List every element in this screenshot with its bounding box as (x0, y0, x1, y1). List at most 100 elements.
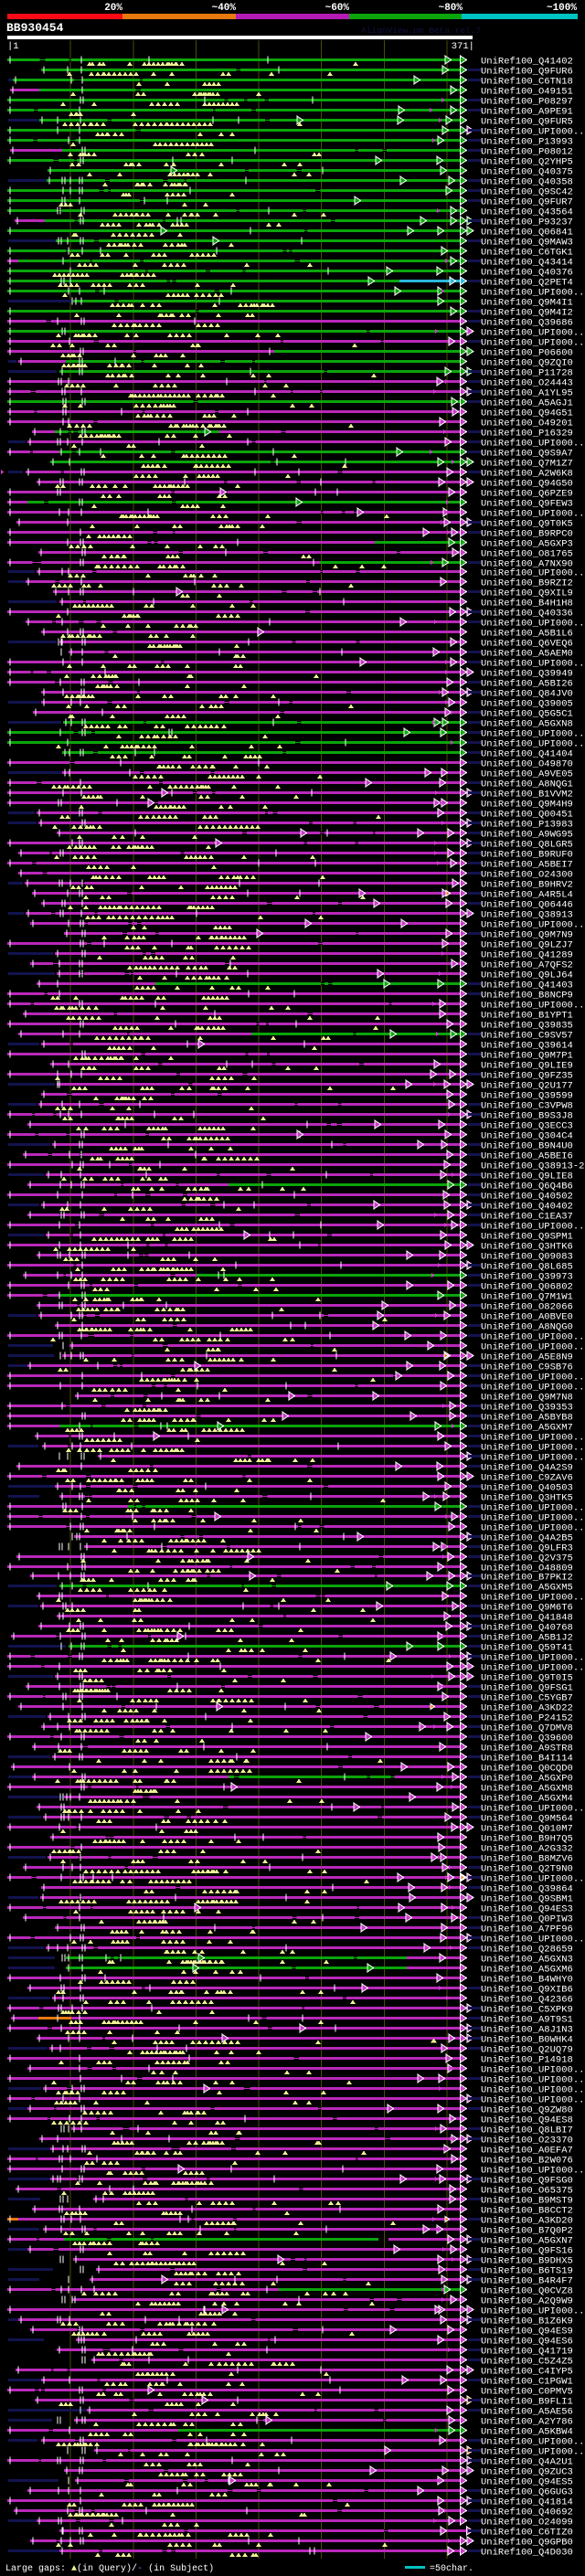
svg-text:UniRef100_Q94ES9: UniRef100_Q94ES9 (481, 2326, 573, 2337)
svg-text:UniRef100_P14918: UniRef100_P14918 (481, 2054, 573, 2065)
svg-text:UniRef100_B4I114: UniRef100_B4I114 (481, 1753, 573, 1764)
svg-text:UniRef100_Q40336: UniRef100_Q40336 (481, 608, 573, 619)
svg-text:UniRef100_B8MZV6: UniRef100_B8MZV6 (481, 1853, 573, 1864)
svg-text:UniRef100_Q2PET4: UniRef100_Q2PET4 (481, 277, 573, 288)
svg-text:UniRef100_Q6PZE9: UniRef100_Q6PZE9 (481, 488, 573, 499)
svg-text:UniRef100_Q9FZ35: UniRef100_Q9FZ35 (481, 1070, 573, 1081)
svg-text:UniRef100_Q9T0I5: UniRef100_Q9T0I5 (481, 1672, 573, 1683)
svg-text:UniRef100_Q9M4I1: UniRef100_Q9M4I1 (481, 297, 573, 308)
svg-text:UniRef100_Q41814: UniRef100_Q41814 (481, 2496, 573, 2507)
svg-text:UniRef100_C5Z4Z5: UniRef100_C5Z4Z5 (481, 2356, 573, 2367)
svg-text:UniRef100_Q2YHP5: UniRef100_Q2YHP5 (481, 156, 573, 167)
svg-text:UniRef100_A7NX90: UniRef100_A7NX90 (481, 558, 573, 569)
svg-text:UniRef100_Q41402: UniRef100_Q41402 (481, 56, 573, 67)
svg-text:UniRef100_UPI000..: UniRef100_UPI000.. (481, 1502, 584, 1513)
svg-text:UniRef100_Q8LGR5: UniRef100_Q8LGR5 (481, 839, 573, 850)
svg-text:UniRef100_B2W076: UniRef100_B2W076 (481, 2155, 573, 2166)
svg-text:UniRef100_B4H1H8: UniRef100_B4H1H8 (481, 598, 573, 609)
svg-text:UniRef100_A5GXP3: UniRef100_A5GXP3 (481, 538, 573, 549)
svg-text:UniRef100_UPI000..: UniRef100_UPI000.. (481, 1522, 584, 1533)
svg-text:UniRef100_P08297: UniRef100_P08297 (481, 96, 573, 107)
svg-text:UniRef100_Q9S9A7: UniRef100_Q9S9A7 (481, 448, 573, 459)
svg-text:UniRef100_UPI000..: UniRef100_UPI000.. (481, 738, 584, 749)
svg-text:UniRef100_Q00451: UniRef100_Q00451 (481, 809, 573, 820)
svg-text:UniRef100_UPI000..: UniRef100_UPI000.. (481, 1432, 584, 1443)
svg-text:UniRef100_UPI000..: UniRef100_UPI000.. (481, 1442, 584, 1453)
svg-text:UniRef100_UPI000..: UniRef100_UPI000.. (481, 508, 584, 519)
svg-text:UniRef100_UPI000..: UniRef100_UPI000.. (481, 2064, 584, 2075)
svg-text:UniRef100_B9FLI1: UniRef100_B9FLI1 (481, 2396, 573, 2407)
svg-text:UniRef100_Q40502: UniRef100_Q40502 (481, 1191, 573, 1202)
svg-text:UniRef100_A5BEI6: UniRef100_A5BEI6 (481, 1150, 573, 1161)
svg-text:UniRef100_C1EA37: UniRef100_C1EA37 (481, 1211, 573, 1222)
svg-text:UniRef100_Q7DMV8: UniRef100_Q7DMV8 (481, 1723, 573, 1733)
svg-text:UniRef100_A1YL95: UniRef100_A1YL95 (481, 387, 573, 398)
svg-text:UniRef100_UPI000..: UniRef100_UPI000.. (481, 1652, 584, 1663)
svg-text:UniRef100_O24443: UniRef100_O24443 (481, 377, 573, 388)
svg-text:UniRef100_UPI000..: UniRef100_UPI000.. (481, 2446, 584, 2457)
svg-text:UniRef100_O49201: UniRef100_O49201 (481, 418, 573, 429)
svg-text:UniRef100_Q06446: UniRef100_Q06446 (481, 899, 573, 910)
svg-text:UniRef100_Q9XIL9: UniRef100_Q9XIL9 (481, 588, 573, 599)
svg-text:UniRef100_C5YGB7: UniRef100_C5YGB7 (481, 1692, 573, 1703)
svg-text:UniRef100_A9PE91: UniRef100_A9PE91 (481, 106, 573, 117)
svg-text:UniRef100_Q9LIE8: UniRef100_Q9LIE8 (481, 1171, 573, 1182)
svg-text:BB930454: BB930454 (6, 21, 64, 35)
svg-text:UniRef100_P93237: UniRef100_P93237 (481, 217, 573, 228)
svg-text:UniRef100_A9VE05: UniRef100_A9VE05 (481, 769, 573, 779)
svg-text:UniRef100_Q9FUR5: UniRef100_Q9FUR5 (481, 116, 573, 127)
svg-text:UniRef100_Q40503: UniRef100_Q40503 (481, 1482, 573, 1493)
svg-text:UniRef100_A5GXP0: UniRef100_A5GXP0 (481, 1773, 573, 1784)
svg-text:UniRef100_O82066: UniRef100_O82066 (481, 1301, 573, 1312)
svg-text:UniRef100_B9N4U0: UniRef100_B9N4U0 (481, 1140, 573, 1151)
svg-text:UniRef100_A2Q9W9: UniRef100_A2Q9W9 (481, 2295, 573, 2306)
svg-text:UniRef100_Q39686: UniRef100_Q39686 (481, 317, 573, 328)
svg-text:UniRef100_Q94ES5: UniRef100_Q94ES5 (481, 2476, 573, 2487)
svg-text:UniRef100_UPI000..: UniRef100_UPI000.. (481, 2074, 584, 2085)
svg-text:UniRef100_A5GXM4: UniRef100_A5GXM4 (481, 1793, 573, 1804)
svg-text:UniRef100_Q2U177: UniRef100_Q2U177 (481, 1080, 573, 1091)
svg-text:UniRef100_A9WG95: UniRef100_A9WG95 (481, 829, 573, 840)
svg-text:UniRef100_Q4A2B5: UniRef100_Q4A2B5 (481, 1532, 573, 1543)
svg-text:UniRef100_Q2UQ79: UniRef100_Q2UQ79 (481, 2044, 573, 2055)
svg-text:UniRef100_Q5G5C1: UniRef100_Q5G5C1 (481, 708, 573, 719)
svg-text:UniRef100_Q9M7N8: UniRef100_Q9M7N8 (481, 1392, 573, 1403)
svg-text:UniRef100_B1VVM2: UniRef100_B1VVM2 (481, 789, 573, 800)
svg-text:UniRef100_A2W6K8: UniRef100_A2W6K8 (481, 468, 573, 479)
svg-text:UniRef100_Q94ES3: UniRef100_Q94ES3 (481, 1903, 573, 1914)
svg-text:UniRef100_Q0CQD0: UniRef100_Q0CQD0 (481, 1763, 573, 1774)
svg-text:UniRef100_Q6VEQ6: UniRef100_Q6VEQ6 (481, 638, 573, 649)
svg-text:Large gaps: ▲(in Query)/- (in: Large gaps: ▲(in Query)/- (in Subject) (5, 2563, 214, 2574)
svg-text:UniRef100_Q2T9N0: UniRef100_Q2T9N0 (481, 1863, 573, 1874)
svg-text:UniRef100_UPI000..: UniRef100_UPI000.. (481, 1512, 584, 1523)
svg-text:UniRef100_Q9LZJ7: UniRef100_Q9LZJ7 (481, 939, 573, 950)
svg-text:UniRef100_Q06841: UniRef100_Q06841 (481, 227, 573, 238)
svg-text:UniRef100_Q9LFR3: UniRef100_Q9LFR3 (481, 1542, 573, 1553)
svg-text:UniRef100_B9MST9: UniRef100_B9MST9 (481, 2195, 573, 2206)
svg-text:UniRef100_Q9FS16: UniRef100_Q9FS16 (481, 2245, 573, 2256)
svg-text:UniRef100_Q28659: UniRef100_Q28659 (481, 1944, 573, 1955)
svg-text:UniRef100_UPI000..: UniRef100_UPI000.. (481, 1934, 584, 1945)
svg-text:UniRef100_Q9XIB6: UniRef100_Q9XIB6 (481, 1984, 573, 1995)
svg-text:UniRef100_UPI000..: UniRef100_UPI000.. (481, 919, 584, 930)
svg-text:UniRef100_A5B1J2: UniRef100_A5B1J2 (481, 1632, 573, 1643)
svg-text:UniRef100_A2Y786: UniRef100_A2Y786 (481, 2416, 573, 2427)
svg-text:UniRef100_A8NQG1: UniRef100_A8NQG1 (481, 779, 573, 790)
svg-text:UniRef100_Q41403: UniRef100_Q41403 (481, 980, 573, 991)
svg-text:UniRef100_Q010M7: UniRef100_Q010M7 (481, 1823, 573, 1834)
svg-text:UniRef100_A8J1N3: UniRef100_A8J1N3 (481, 2024, 573, 2035)
svg-text:UniRef100_C9SB76: UniRef100_C9SB76 (481, 1362, 573, 1373)
svg-text:UniRef100_UPI000..: UniRef100_UPI000.. (481, 287, 584, 298)
svg-text:UniRef100_A0BVE0: UniRef100_A0BVE0 (481, 1311, 573, 1322)
svg-text:UniRef100_Q38913-2: UniRef100_Q38913-2 (481, 1161, 584, 1171)
svg-text:UniRef100_Q84JV0: UniRef100_Q84JV0 (481, 688, 573, 699)
svg-text:UniRef100_Q94ES8: UniRef100_Q94ES8 (481, 2115, 573, 2125)
svg-text:UniRef100_O49151: UniRef100_O49151 (481, 86, 573, 97)
svg-text:UniRef100_Q9LJ64: UniRef100_Q9LJ64 (481, 970, 573, 981)
svg-text:UniRef100_Q9ZW80: UniRef100_Q9ZW80 (481, 2104, 573, 2115)
svg-text:UniRef100_A9STR8: UniRef100_A9STR8 (481, 1743, 573, 1754)
svg-text:UniRef100_B9S3J8: UniRef100_B9S3J8 (481, 1110, 573, 1121)
svg-text:UniRef100_B9RUF0: UniRef100_B9RUF0 (481, 849, 573, 860)
svg-text:UniRef100_UPI000..: UniRef100_UPI000.. (481, 618, 584, 629)
svg-text:UniRef100_Q9FSG0: UniRef100_Q9FSG0 (481, 2175, 573, 2186)
